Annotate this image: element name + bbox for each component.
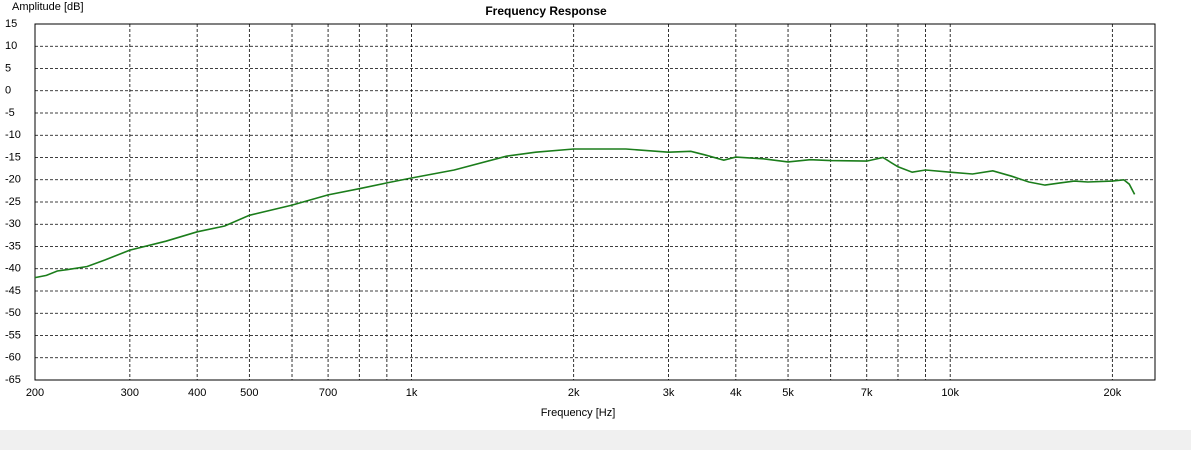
y-tick-label: 5: [5, 62, 11, 74]
x-tick-label: 400: [188, 387, 206, 399]
y-tick-label: -5: [5, 107, 15, 119]
y-tick-label: 15: [5, 18, 17, 30]
chart: Frequency Response Amplitude [dB] Freque…: [0, 0, 1191, 430]
y-tick-label: -15: [5, 151, 21, 163]
y-tick-label: -20: [5, 174, 21, 186]
x-tick-label: 4k: [730, 387, 742, 399]
y-tick-label: 10: [5, 40, 17, 52]
y-tick-label: -25: [5, 196, 21, 208]
x-tick-label: 700: [319, 387, 337, 399]
plot-frame: [34, 23, 1156, 381]
x-tick-label: 2k: [568, 387, 580, 399]
y-tick-label: -50: [5, 307, 21, 319]
y-tick-label: -45: [5, 285, 21, 297]
y-tick-label: -65: [5, 374, 21, 386]
y-tick-label: -10: [5, 129, 21, 141]
x-tick-label: 20k: [1103, 387, 1121, 399]
x-tick-label: 300: [121, 387, 139, 399]
y-tick-label: -40: [5, 263, 21, 275]
x-tick-label: 7k: [861, 387, 873, 399]
y-tick-label: -60: [5, 352, 21, 364]
x-tick-label: 1k: [406, 387, 418, 399]
x-tick-label: 10k: [941, 387, 959, 399]
y-axis-label: Amplitude [dB]: [12, 1, 84, 13]
x-tick-label: 3k: [663, 387, 675, 399]
y-tick-label: -35: [5, 240, 21, 252]
x-axis-label: Frequency [Hz]: [541, 407, 616, 419]
x-tick-label: 500: [240, 387, 258, 399]
y-tick-label: -30: [5, 218, 21, 230]
y-tick-label: 0: [5, 85, 11, 97]
y-tick-label: -55: [5, 329, 21, 341]
x-tick-label: 5k: [782, 387, 794, 399]
data-line: [34, 148, 1136, 279]
x-tick-label: 200: [26, 387, 44, 399]
chart-title: Frequency Response: [485, 4, 607, 18]
